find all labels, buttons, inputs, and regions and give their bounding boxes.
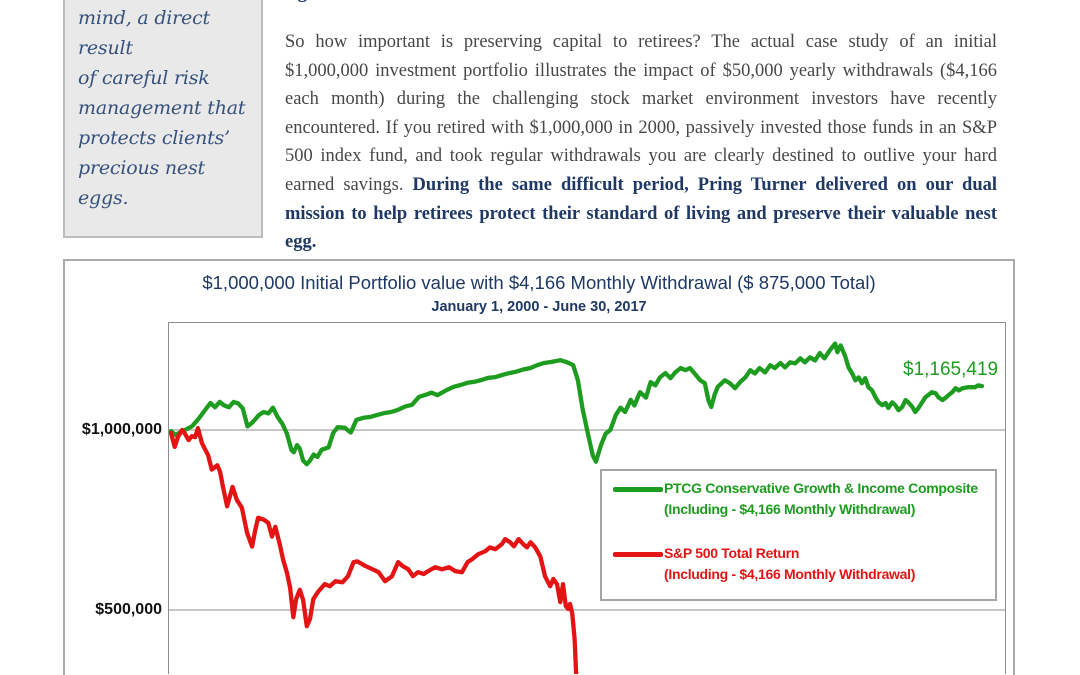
sidebar-quote-text: peace of mind, a direct result of carefu… [78,0,253,213]
sidebar-quote-line: of careful risk [78,67,210,89]
intro-paragraph-bold: During the same difficult period, Pring … [285,174,998,253]
sp500-series-line [168,426,579,674]
chart-subtitle: January 1, 2000 - June 30, 2017 [431,299,647,315]
ptcg-series-line [168,341,985,467]
chart-plot-svg [168,341,1006,674]
clipped-heading: significant market losses. [285,0,997,7]
y-axis-tick-1000000: $1,000,000 [81,421,162,438]
intro-paragraph-normal: So how important is preserving capital t… [285,32,997,195]
legend-sublabel-sp500: (Including - $4,166 Monthly Withdrawal) [664,566,916,582]
legend-sublabel-ptcg: (Including - $4,166 Monthly Withdrawal) [664,501,916,517]
chart-title: $1,000,000 Initial Portfolio value with … [202,272,876,293]
plot-area-border [168,322,1006,674]
legend-label-sp500: S&P 500 Total Return [664,545,800,561]
y-axis-tick-500000: $500,000 [95,601,162,618]
sidebar-quote-line: mind, a direct result [78,7,210,59]
chart-legend: PTCG Conservative Growth & Income Compos… [600,469,997,601]
sidebar-quote-line: management that [78,97,246,119]
legend-line-sample-green [613,487,663,492]
portfolio-chart: $1,000,000 Initial Portfolio value with … [63,259,1015,675]
legend-line-sample-red [613,552,663,557]
sidebar-quote-line: precious nest eggs. [78,157,205,209]
intro-paragraph: So how important is preserving capital t… [285,28,997,257]
sidebar-quote-box: peace of mind, a direct result of carefu… [63,0,263,238]
sidebar-quote-line: protects clients’ [78,127,230,149]
legend-label-ptcg: PTCG Conservative Growth & Income Compos… [664,480,978,496]
ending-value-annotation: $1,165,419 [903,359,999,380]
